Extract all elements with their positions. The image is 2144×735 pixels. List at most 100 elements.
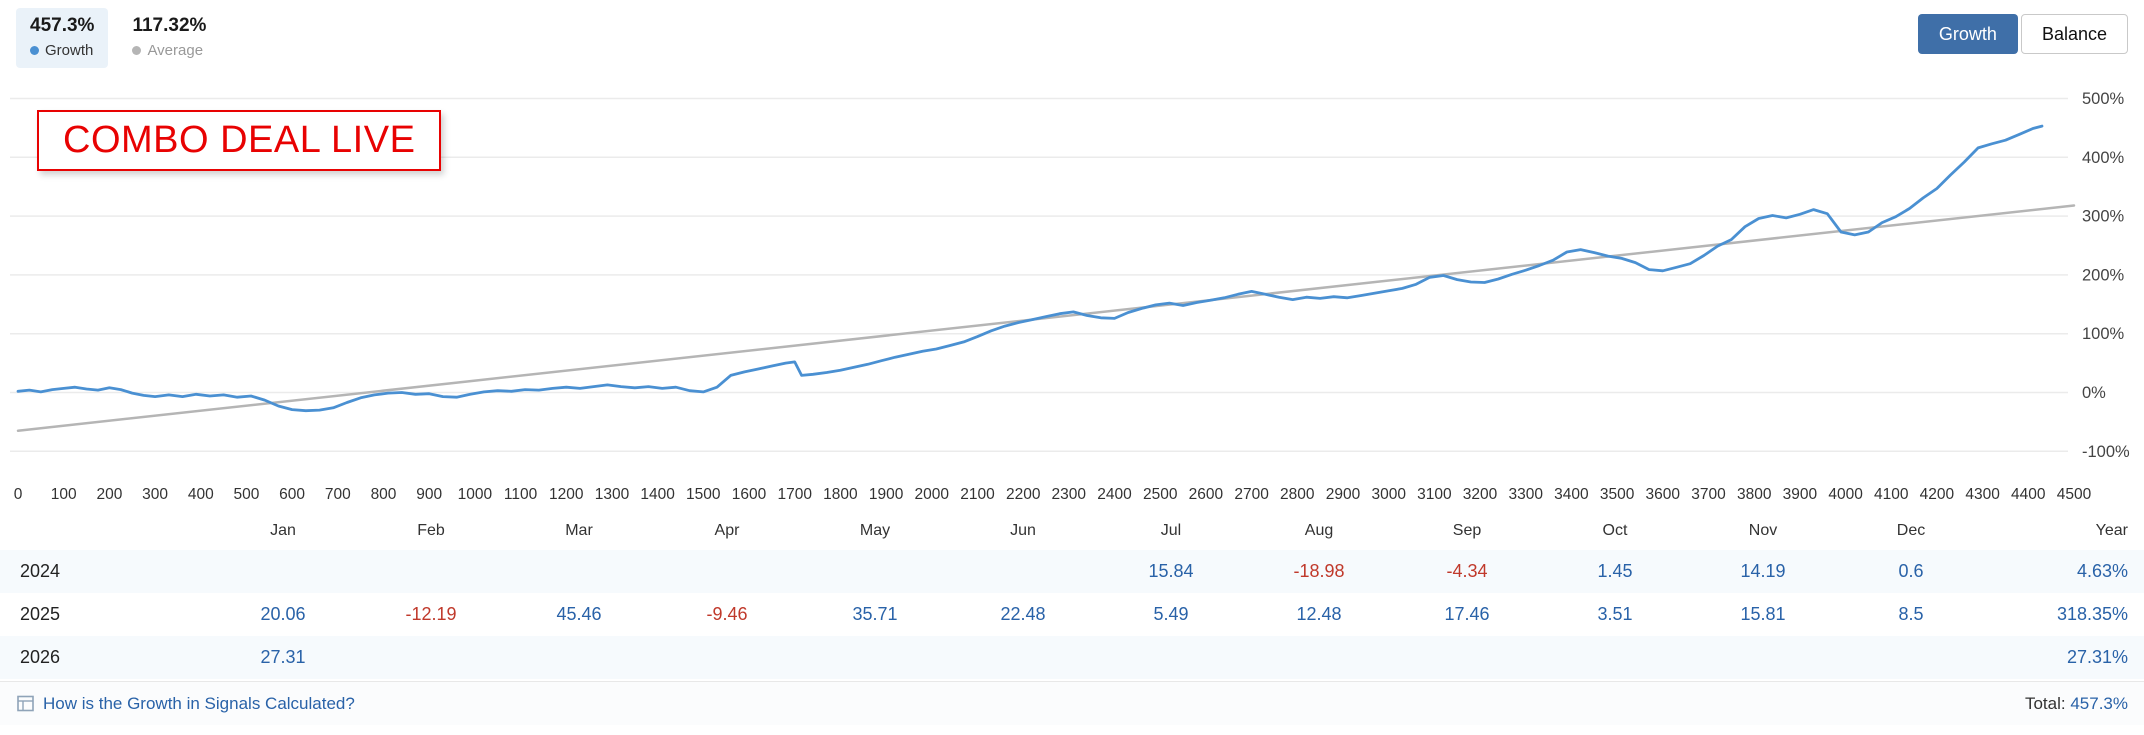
x-tick-label: 3100 [1417,486,1452,503]
month-value: 22.48 [1000,604,1046,624]
month-value: 3.51 [1597,604,1633,624]
footer: How is the Growth in Signals Calculated?… [0,681,2144,725]
y-tick-label: 200% [2082,266,2125,284]
x-tick-label: 800 [371,486,397,503]
average-value: 117.32% [132,15,207,36]
x-tick-label: 3300 [1508,486,1543,503]
x-tick-label: 2800 [1280,486,1315,503]
total-label: Total: [2024,693,2066,713]
growth-help-link-text: How is the Growth in Signals Calculated? [43,693,355,713]
x-tick-label: 2000 [915,486,950,503]
year-total: 318.35% [2056,604,2128,624]
x-tick-label: 700 [325,486,351,503]
x-tick-label: 4200 [1920,486,1955,503]
month-value: 20.06 [260,604,306,624]
growth-label-row: Growth [30,42,94,59]
x-tick-label: 4500 [2057,486,2092,503]
average-stat[interactable]: 117.32% Average [118,8,220,68]
x-tick-label: 2900 [1326,486,1361,503]
x-tick-label: 1000 [458,486,493,503]
average-series-dot-icon [132,46,142,55]
row-year-label: 2025 [20,604,61,624]
table-row-2025: 2025 20.06 -12.19 45.46 -9.46 35.71 22.48 5.49 1… [0,593,2144,636]
month-label-nov: Nov [1748,522,1778,539]
y-axis-labels: 500% 400% 300% 200% 100% 0% -100% [2082,90,2130,461]
month-label-jul: Jul [1160,522,1182,539]
table-row-2024: 2024 15.84 -18.98 -4.34 1.45 14.19 0.6 4.63% [0,550,2144,593]
year-column-header: Year [2095,522,2128,539]
month-value: -4.34 [1446,561,1488,581]
x-tick-label: 2700 [1234,486,1269,503]
x-tick-label: 0 [14,486,23,503]
x-tick-label: 3800 [1737,486,1772,503]
x-tick-label: 600 [279,486,305,503]
month-value: 15.84 [1148,561,1194,581]
growth-label: Growth [45,42,94,59]
year-total: 4.63% [2076,561,2128,581]
month-value: 12.48 [1296,604,1342,624]
month-label-dec: Dec [1896,522,1926,539]
growth-series-dot-icon [30,46,39,55]
y-tick-label: 300% [2082,208,2125,226]
x-tick-label: 1200 [549,486,584,503]
month-label-jun: Jun [1010,522,1036,539]
growth-value: 457.3% [30,15,95,36]
combo-deal-banner: COMBO DEAL LIVE [37,110,442,171]
x-tick-label: 3000 [1371,486,1406,503]
x-tick-label: 300 [142,486,168,503]
total-value: 457.3% [2070,693,2128,713]
month-value: 8.5 [1898,604,1924,624]
month-label-oct: Oct [1602,522,1628,539]
month-value: 17.46 [1444,604,1490,624]
x-tick-label: 200 [96,486,122,503]
x-tick-label: 2300 [1052,486,1087,503]
x-tick-label: 3400 [1554,486,1589,503]
months-header-row: Jan Feb Mar Apr May Jun Jul Aug Sep Oct Nov Dec Year [0,512,2144,550]
y-tick-label: 400% [2082,149,2125,167]
y-tick-label: 0% [2082,384,2106,402]
month-value: -12.19 [405,604,457,624]
x-tick-label: 2200 [1006,486,1041,503]
x-tick-label: 100 [51,486,77,503]
growth-help-link[interactable]: How is the Growth in Signals Calculated? [16,694,355,714]
growth-tab-button[interactable]: Growth [1917,14,2018,54]
y-tick-label: 100% [2082,325,2125,343]
month-label-may: May [859,522,891,539]
y-tick-label: 500% [2082,90,2125,108]
x-tick-label: 3600 [1646,486,1681,503]
x-tick-label: 4000 [1828,486,1863,503]
monthly-growth-table: 2024 15.84 -18.98 -4.34 1.45 14.19 0.6 4.63% 202… [0,550,2144,679]
series-line-average [16,204,2076,432]
row-year-label: 2024 [20,561,61,581]
month-value: 35.71 [852,604,898,624]
growth-chart[interactable]: 500% 400% 300% 200% 100% 0% -100% 0 100 200 300 40… [0,62,2144,512]
help-icon [17,695,34,712]
month-value: 15.81 [1740,604,1786,624]
x-tick-label: 3200 [1463,486,1498,503]
legend-stats: 457.3% Growth 117.32% Average [16,8,220,68]
x-tick-label: 2100 [960,486,995,503]
x-tick-label: 1900 [869,486,904,503]
series-lines [16,124,2076,432]
y-tick-label: -100% [2082,443,2130,461]
x-tick-label: 4400 [2011,486,2046,503]
month-value: -18.98 [1293,561,1345,581]
growth-stat[interactable]: 457.3% Growth [16,8,109,68]
year-total: 27.31% [2066,647,2128,667]
x-tick-label: 500 [233,486,259,503]
x-tick-label: 1800 [823,486,858,503]
month-value: 27.31 [260,647,306,667]
total-line: Total: 457.3% [2025,694,2128,714]
average-label-row: Average [132,42,206,59]
month-label-sep: Sep [1452,522,1482,539]
x-tick-label: 1500 [686,486,721,503]
header: 457.3% Growth 117.32% Average Growth Bal… [0,0,2144,68]
x-tick-label: 900 [416,486,442,503]
average-label: Average [147,42,204,59]
x-tick-label: 3900 [1783,486,1818,503]
x-tick-label: 400 [188,486,214,503]
x-axis-labels: 0 100 200 300 400 500 600 700 800 900 1000 1100 1200… [14,486,2092,503]
x-tick-label: 3500 [1600,486,1635,503]
x-tick-label: 1100 [504,486,538,503]
balance-tab-button[interactable]: Balance [2020,14,2128,54]
